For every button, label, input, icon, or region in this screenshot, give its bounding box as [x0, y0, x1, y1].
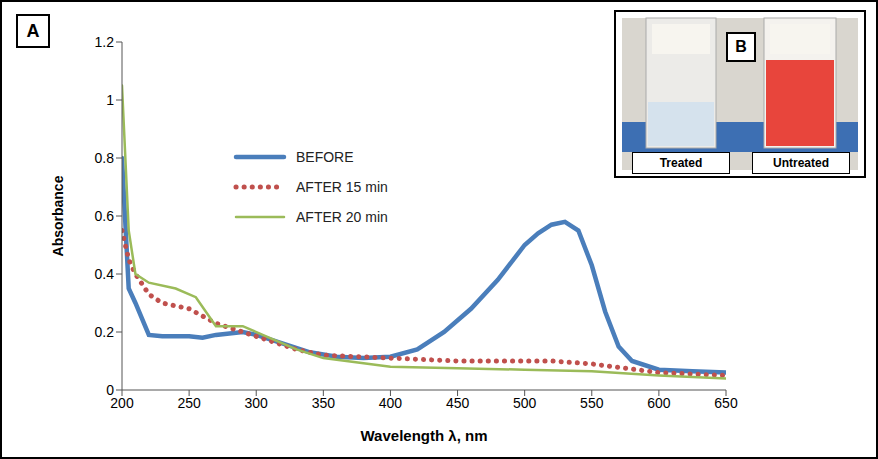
svg-text:400: 400 — [379, 395, 403, 411]
svg-text:0.2: 0.2 — [95, 324, 115, 340]
svg-text:650: 650 — [714, 395, 738, 411]
svg-text:500: 500 — [513, 395, 537, 411]
svg-text:250: 250 — [177, 395, 201, 411]
svg-text:1.2: 1.2 — [95, 34, 115, 50]
svg-text:Wavelength λ, nm: Wavelength λ, nm — [361, 427, 488, 444]
svg-text:0.6: 0.6 — [95, 208, 115, 224]
svg-text:450: 450 — [446, 395, 470, 411]
html-text:A: A — [26, 20, 40, 41]
svg-text:600: 600 — [647, 395, 671, 411]
html-text:AFTER 15 min: AFTER 15 min — [296, 179, 388, 195]
svg-text:1: 1 — [106, 92, 114, 108]
svg-text:0.8: 0.8 — [95, 150, 115, 166]
svg-text:0: 0 — [106, 382, 114, 398]
svg-text:350: 350 — [312, 395, 336, 411]
html-text:Treated: Treated — [659, 156, 703, 170]
svg-text:Absorbance: Absorbance — [50, 175, 66, 256]
svg-text:300: 300 — [245, 395, 269, 411]
svg-text:0.4: 0.4 — [95, 266, 115, 282]
html-text:B: B — [735, 38, 747, 55]
html-text:AFTER 20 min: AFTER 20 min — [296, 209, 388, 225]
svg-text:200: 200 — [110, 394, 134, 411]
svg-text:550: 550 — [580, 395, 604, 411]
html-text:Untreated: Untreated — [773, 156, 829, 170]
html-text:BEFORE: BEFORE — [296, 149, 354, 165]
